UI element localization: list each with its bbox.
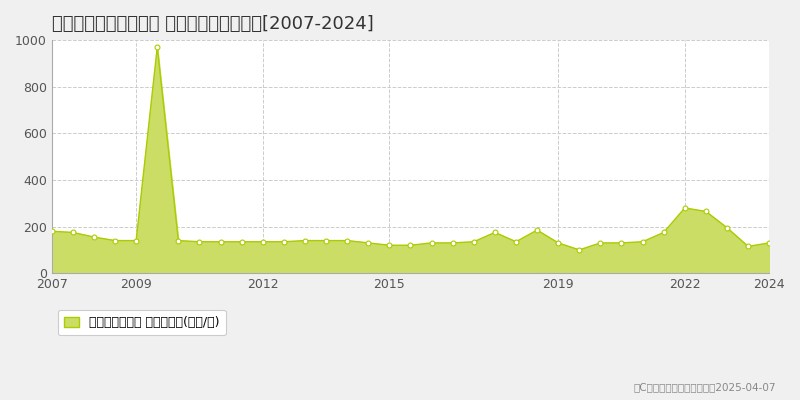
Text: （C）土地価格ドットコム　2025-04-07: （C）土地価格ドットコム 2025-04-07: [634, 382, 776, 392]
Legend: マンション価格 平均坪単価(万円/坪): マンション価格 平均坪単価(万円/坪): [58, 310, 226, 335]
Text: 大阪市住吉区帝塚山中 マンション価格推移[2007-2024]: 大阪市住吉区帝塚山中 マンション価格推移[2007-2024]: [52, 15, 374, 33]
